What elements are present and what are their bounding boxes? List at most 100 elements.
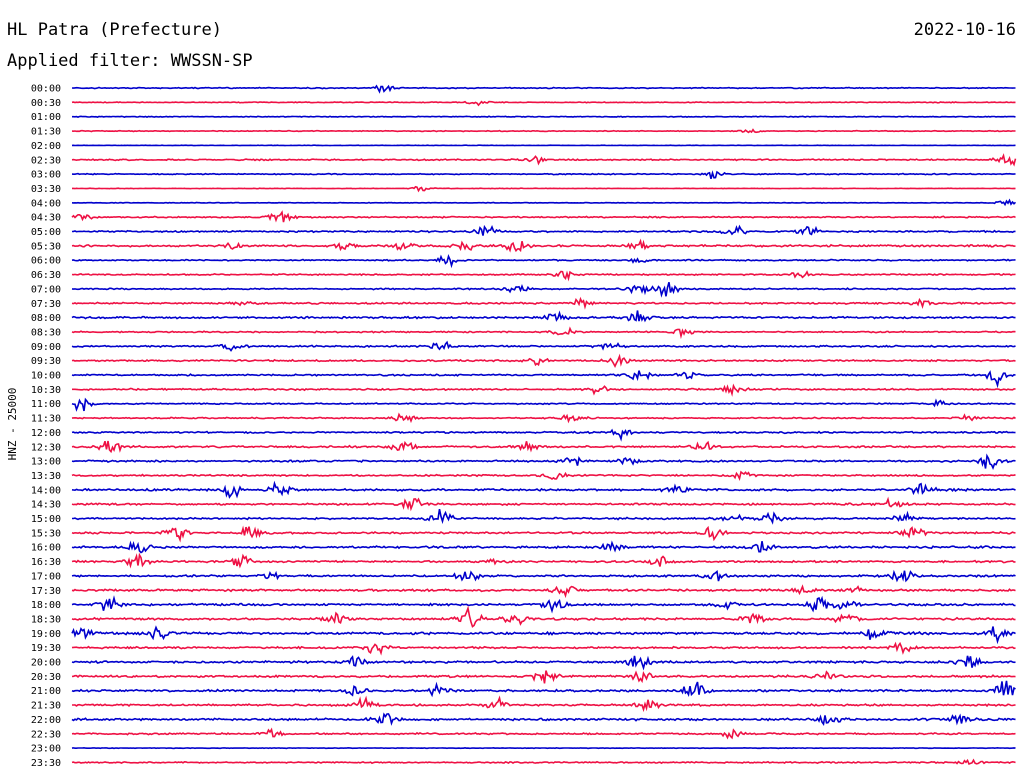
trace-line — [71, 552, 1016, 569]
trace-line — [71, 470, 1016, 482]
time-tick-label: 13:30 — [31, 471, 61, 482]
time-tick-label: 14:00 — [31, 485, 61, 496]
trace-line — [71, 453, 1016, 470]
trace-line — [71, 641, 1016, 656]
trace-line — [71, 170, 1016, 180]
time-tick-label: 19:00 — [31, 629, 61, 640]
trace-line — [71, 569, 1016, 583]
time-tick-label: 18:30 — [31, 614, 61, 625]
trace-line — [71, 296, 1016, 310]
time-tick-label: 10:00 — [31, 371, 61, 382]
time-tick-label: 22:00 — [31, 715, 61, 726]
time-tick-label: 20:00 — [31, 658, 61, 669]
time-tick-label: 16:30 — [31, 557, 61, 568]
time-tick-label: 12:00 — [31, 428, 61, 439]
trace-line — [71, 281, 1016, 298]
time-tick-label: 09:30 — [31, 356, 61, 367]
trace-line — [71, 84, 1016, 94]
trace-line — [71, 605, 1016, 628]
time-tick-label: 08:00 — [31, 313, 61, 324]
trace-line — [71, 397, 1016, 412]
time-tick-label: 03:00 — [31, 170, 61, 181]
time-tick-label: 13:00 — [31, 457, 61, 468]
time-tick-label: 20:30 — [31, 672, 61, 683]
time-tick-label: 21:00 — [31, 686, 61, 697]
time-tick-label: 07:30 — [31, 299, 61, 310]
trace-line — [71, 428, 1016, 442]
trace-line — [71, 198, 1017, 207]
time-tick-label: 09:00 — [31, 342, 61, 353]
time-tick-label: 00:00 — [31, 84, 61, 95]
filter-label: Applied filter: WWSSN-SP — [7, 51, 253, 71]
trace-line — [71, 326, 1016, 340]
trace-line — [71, 310, 1016, 323]
trace-line — [71, 758, 1016, 766]
trace-line — [71, 746, 1016, 750]
time-tick-label: 05:30 — [31, 241, 61, 252]
trace-line — [71, 370, 1016, 389]
trace-line — [71, 680, 1016, 698]
trace-line — [71, 254, 1016, 269]
time-tick-label: 11:00 — [31, 399, 61, 410]
trace-line — [71, 584, 1016, 599]
trace-line — [71, 712, 1016, 726]
trace-line — [71, 670, 1016, 684]
trace-line — [71, 224, 1016, 236]
trace-line — [71, 340, 1016, 352]
time-tick-label: 17:30 — [31, 586, 61, 597]
time-tick-label: 03:30 — [31, 184, 61, 195]
time-tick-label: 15:00 — [31, 514, 61, 525]
trace-line — [72, 508, 1016, 525]
time-tick-label: 01:00 — [31, 112, 61, 123]
trace-line — [71, 353, 1016, 369]
time-tick-label: 06:30 — [31, 270, 61, 281]
time-tick-label: 22:30 — [31, 729, 61, 740]
time-tick-group: 00:00 00:30 01:00 01:30 02:00 02:30 03:00 03:30… — [31, 84, 61, 769]
time-tick-label: 14:30 — [31, 500, 61, 511]
time-tick-label: 02:30 — [31, 155, 61, 166]
trace-line — [71, 540, 1016, 554]
trace-line — [71, 595, 1016, 614]
time-tick-label: 19:30 — [31, 643, 61, 654]
time-tick-label: 06:00 — [31, 256, 61, 267]
station-title: HL Patra (Prefecture) — [7, 20, 222, 40]
trace-line — [71, 153, 1017, 167]
trace-line — [71, 655, 1016, 671]
trace-line — [71, 625, 1016, 645]
time-tick-label: 04:00 — [31, 198, 61, 209]
trace-line — [72, 185, 1016, 193]
time-tick-label: 05:00 — [31, 227, 61, 238]
time-tick-label: 11:30 — [31, 414, 61, 425]
trace-group — [71, 84, 1017, 766]
time-tick-label: 02:00 — [31, 141, 61, 152]
trace-line — [72, 383, 1016, 397]
trace-line — [71, 100, 1016, 107]
time-tick-label: 01:30 — [31, 127, 61, 138]
time-tick-label: 17:00 — [31, 571, 61, 582]
trace-line — [72, 695, 1016, 713]
time-tick-label: 15:30 — [31, 528, 61, 539]
time-tick-label: 00:30 — [31, 98, 61, 109]
trace-line — [71, 480, 1016, 499]
time-tick-label: 07:00 — [31, 284, 61, 295]
trace-line — [72, 115, 1016, 118]
time-tick-label: 21:30 — [31, 701, 61, 712]
trace-line — [71, 525, 1016, 543]
trace-line — [71, 496, 1016, 512]
y-axis-label: HNZ - 25000 — [6, 388, 19, 461]
time-tick-label: 10:30 — [31, 385, 61, 396]
time-tick-label: 12:30 — [31, 442, 61, 453]
trace-line — [71, 238, 1016, 253]
plot-date: 2022-10-16 — [913, 20, 1016, 40]
trace-line — [71, 128, 1016, 134]
trace-line — [71, 412, 1016, 424]
time-tick-label: 16:00 — [31, 543, 61, 554]
trace-line — [71, 270, 1016, 282]
time-tick-label: 04:30 — [31, 213, 61, 224]
trace-line — [71, 210, 1016, 223]
time-tick-label: 18:00 — [31, 600, 61, 611]
time-tick-label: 23:00 — [31, 744, 61, 755]
trace-line — [71, 727, 1016, 740]
time-tick-label: 23:30 — [31, 758, 61, 769]
